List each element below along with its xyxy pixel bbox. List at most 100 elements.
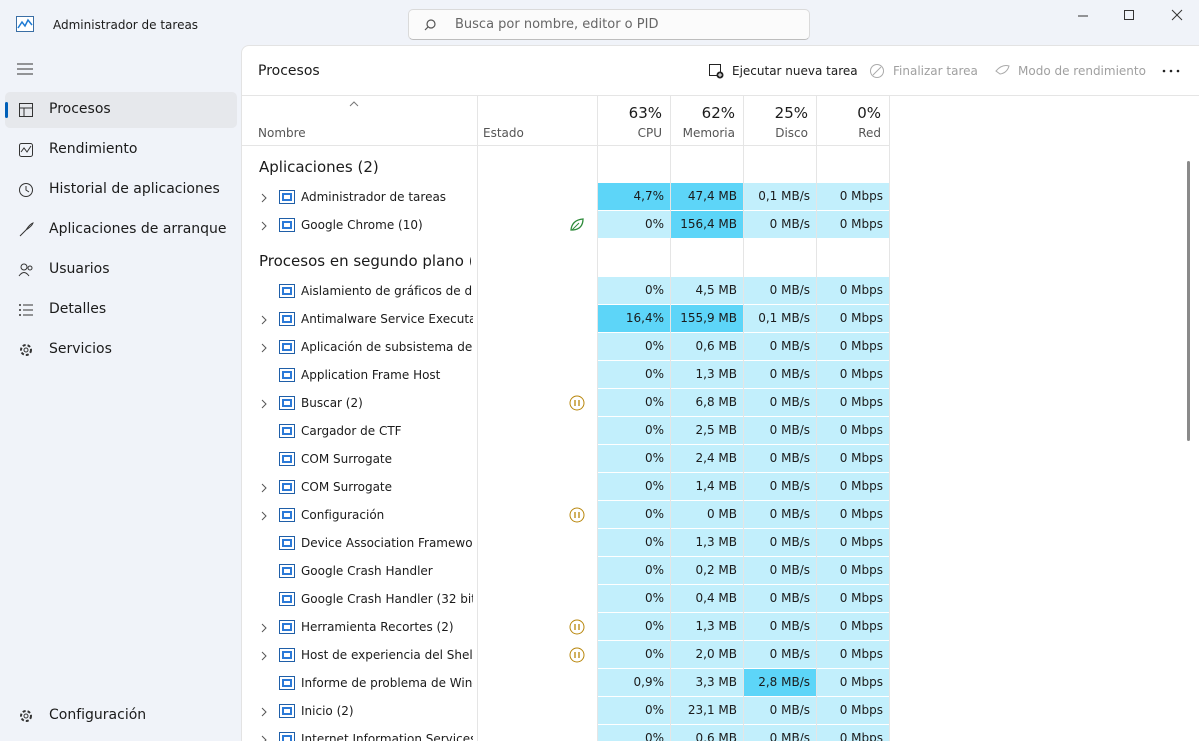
- process-icon: [279, 479, 295, 495]
- process-name: Antimalware Service Executable: [301, 305, 473, 333]
- usage-cell: 0 Mbps: [817, 501, 889, 528]
- nav-item[interactable]: Detalles: [5, 292, 237, 328]
- usage-cell: 0 MB/s: [744, 501, 816, 528]
- process-name: Administrador de tareas: [301, 183, 473, 211]
- toolbar-label: Modo de rendimiento: [1018, 64, 1146, 78]
- usage-cell: 0%: [598, 361, 670, 388]
- nav-item[interactable]: Rendimiento: [5, 132, 237, 168]
- scrollbar-thumb[interactable]: [1187, 161, 1190, 441]
- toolbar-label: Finalizar tarea: [893, 64, 978, 78]
- column-header[interactable]: CPU: [597, 126, 662, 140]
- usage-cell: 0 MB/s: [744, 211, 816, 238]
- usage-cell: 0%: [598, 697, 670, 724]
- usage-cell: 1,3 MB: [671, 613, 743, 640]
- process-name: Aplicación de subsistema de c…: [301, 333, 473, 361]
- nav-item[interactable]: Servicios: [5, 332, 237, 368]
- expand-chevron: [261, 399, 268, 409]
- process-name: COM Surrogate: [301, 445, 473, 473]
- column-header[interactable]: Estado: [483, 126, 524, 140]
- toolbar-label: Ejecutar nueva tarea: [732, 64, 858, 78]
- search-box[interactable]: Busca por nombre, editor o PID: [408, 9, 810, 40]
- process-name: Google Chrome (10): [301, 211, 473, 239]
- window-controls[interactable]: [1070, 8, 1190, 24]
- column-header[interactable]: Memoria: [670, 126, 735, 140]
- group-header: Aplicaciones (2): [259, 158, 471, 176]
- usage-cell: 0 MB/s: [744, 613, 816, 640]
- nav-label: Configuración: [49, 707, 146, 723]
- usage-cell: 155,9 MB: [671, 305, 743, 332]
- process-name: Herramienta Recortes (2): [301, 613, 473, 641]
- nav-item[interactable]: Usuarios: [5, 252, 237, 288]
- usage-cell: 0 MB/s: [744, 277, 816, 304]
- usage-cell: 0,2 MB: [671, 557, 743, 584]
- column-header[interactable]: Nombre: [258, 126, 306, 140]
- process-row[interactable]: Antimalware Service Executable 16,4%155,9…: [242, 305, 889, 333]
- window-title: Administrador de tareas: [53, 18, 198, 32]
- usage-cell: 0 MB/s: [744, 473, 816, 500]
- usage-cell: 4,7%: [598, 183, 670, 210]
- usage-cell: 0 Mbps: [817, 641, 889, 668]
- usage-cell: 0 MB/s: [744, 725, 816, 741]
- usage-cell: 0,1 MB/s: [744, 305, 816, 332]
- usage-cell: 0,9%: [598, 669, 670, 696]
- usage-cell: 0,1 MB/s: [744, 183, 816, 210]
- nav-item[interactable]: Historial de aplicaciones: [5, 172, 237, 208]
- nav-icon: [18, 102, 34, 118]
- nav-item[interactable]: Procesos: [5, 92, 237, 128]
- usage-cell: 0%: [598, 277, 670, 304]
- header-divider: [242, 145, 889, 146]
- expand-chevron: [261, 651, 268, 661]
- process-row[interactable]: Aislamiento de gráficos de dis…0%4,5 MB0…: [242, 277, 889, 305]
- usage-cell: 0%: [598, 725, 670, 741]
- column-header[interactable]: Disco: [743, 126, 808, 140]
- usage-cell: 2,0 MB: [671, 641, 743, 668]
- nav-item[interactable]: Aplicaciones de arranque: [5, 212, 237, 248]
- process-icon: [279, 535, 295, 551]
- status-suspended-icon: [569, 647, 585, 663]
- usage-cell: 0 Mbps: [817, 585, 889, 612]
- process-icon: [279, 283, 295, 299]
- column-header[interactable]: Red: [816, 126, 881, 140]
- toolbar-icon: [869, 63, 885, 79]
- usage-cell: 16,4%: [598, 305, 670, 332]
- group-header: Procesos en segundo plano (…: [259, 252, 471, 270]
- process-name: Application Frame Host: [301, 361, 473, 389]
- column-total: 0%: [816, 104, 881, 122]
- process-row[interactable]: Aplicación de subsistema de c…0%0,6 MB0 …: [242, 333, 889, 361]
- usage-cell: 0%: [598, 557, 670, 584]
- process-icon: [279, 675, 295, 691]
- usage-cell: 0 Mbps: [817, 183, 889, 210]
- usage-cell: 0 MB/s: [744, 333, 816, 360]
- process-icon: [279, 451, 295, 467]
- nav-item[interactable]: Configuración: [5, 698, 237, 734]
- expand-chevron: [261, 483, 268, 493]
- usage-cell: 0 Mbps: [817, 473, 889, 500]
- process-icon: [279, 189, 295, 205]
- usage-cell: 0%: [598, 501, 670, 528]
- nav-label: Servicios: [49, 341, 112, 357]
- usage-cell: 0 Mbps: [817, 277, 889, 304]
- menu-button[interactable]: [17, 63, 33, 75]
- nav-icon: [18, 142, 34, 158]
- usage-cell: 0 MB/s: [744, 361, 816, 388]
- status-suspended-icon: [569, 507, 585, 523]
- usage-cell: 0 Mbps: [817, 361, 889, 388]
- usage-cell: 1,4 MB: [671, 473, 743, 500]
- process-name: Informe de problema de Wind…: [301, 669, 473, 697]
